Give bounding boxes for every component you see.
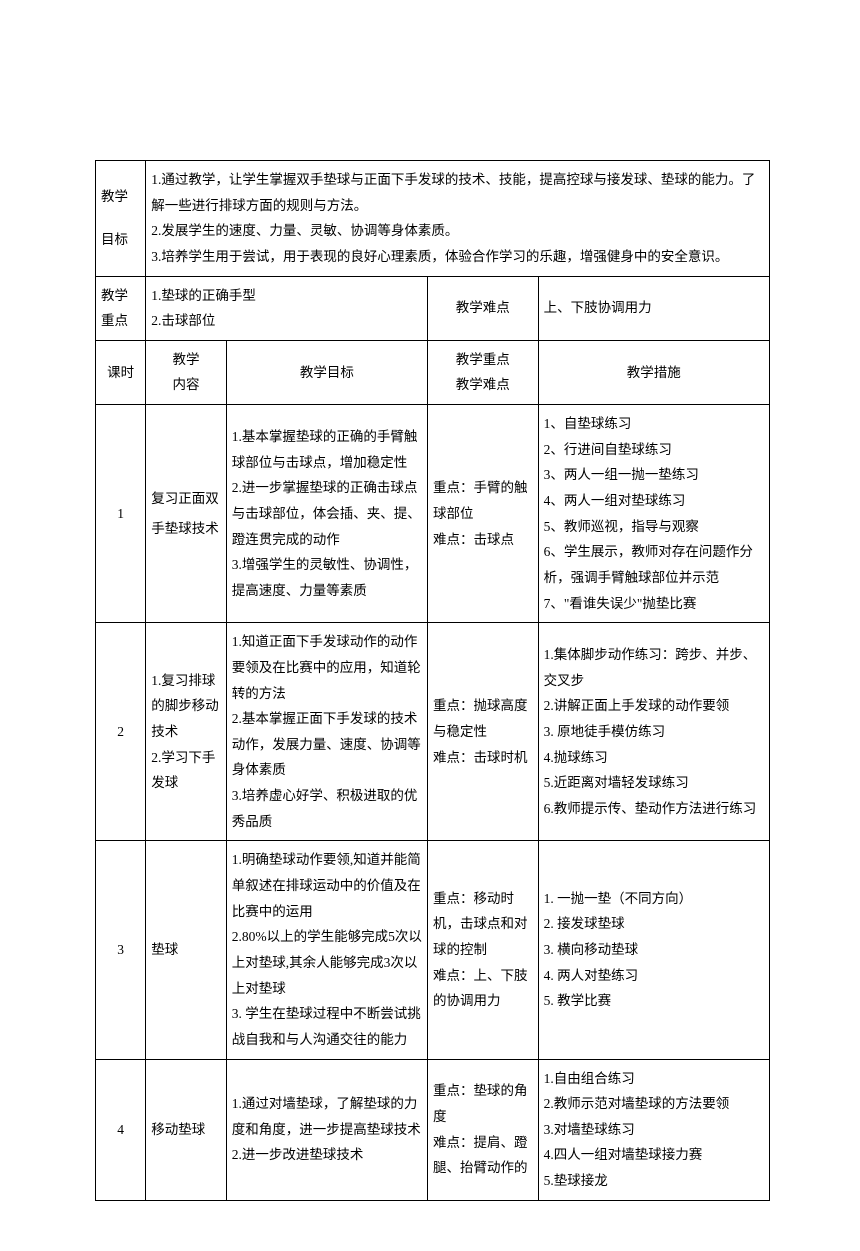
- teaching-goals-label: 教学 目标: [96, 161, 146, 277]
- header-measures: 教学措施: [538, 340, 769, 404]
- lesson-points: 重点：移动时机，击球点和对球的控制 难点：上、下肢的协调用力: [427, 841, 538, 1059]
- lesson-measures: 1.自由组合练习 2.教师示范对墙垫球的方法要领 3.对墙垫球练习 4.四人一组…: [538, 1059, 769, 1200]
- teaching-goals-text: 1.通过教学，让学生掌握双手垫球与正面下手发球的技术、技能，提高控球与接发球、垫…: [146, 161, 770, 277]
- lesson-goals: 1.通过对墙垫球，了解垫球的力度和角度，进一步提高垫球技术 2.进一步改进垫球技…: [226, 1059, 427, 1200]
- teaching-difficulty-text: 上、下肢协调用力: [538, 276, 769, 340]
- lesson-points: 重点：垫球的角度 难点：提肩、蹬腿、抬臂动作的: [427, 1059, 538, 1200]
- lesson-content: 1.复习排球的脚步移动技术 2.学习下手发球: [146, 623, 226, 841]
- lesson-goals: 1.明确垫球动作要领,知道并能简单叙述在排球运动中的价值及在比赛中的运用 2.8…: [226, 841, 427, 1059]
- header-goals: 教学目标: [226, 340, 427, 404]
- header-content: 教学 内容: [146, 340, 226, 404]
- header-lesson: 课时: [96, 340, 146, 404]
- table-row: 4 移动垫球 1.通过对墙垫球，了解垫球的力度和角度，进一步提高垫球技术 2.进…: [96, 1059, 770, 1200]
- lesson-points: 重点：手臂的触球部位 难点：击球点: [427, 405, 538, 623]
- lesson-number: 2: [96, 623, 146, 841]
- header-row: 课时 教学 内容 教学目标 教学重点 教学难点 教学措施: [96, 340, 770, 404]
- lesson-measures: 1. 一抛一垫（不同方向） 2. 接发球垫球 3. 横向移动垫球 4. 两人对垫…: [538, 841, 769, 1059]
- lesson-content: 垫球: [146, 841, 226, 1059]
- lesson-plan-table: 教学 目标 1.通过教学，让学生掌握双手垫球与正面下手发球的技术、技能，提高控球…: [95, 160, 770, 1201]
- header-points: 教学重点 教学难点: [427, 340, 538, 404]
- teaching-difficulty-label: 教学难点: [427, 276, 538, 340]
- lesson-measures: 1、自垫球练习 2、行进间自垫球练习 3、两人一组一抛一垫练习 4、两人一组对垫…: [538, 405, 769, 623]
- table-row: 3 垫球 1.明确垫球动作要领,知道并能简单叙述在排球运动中的价值及在比赛中的运…: [96, 841, 770, 1059]
- lesson-points: 重点：抛球高度与稳定性 难点：击球时机: [427, 623, 538, 841]
- teaching-focus-label: 教学 重点: [96, 276, 146, 340]
- teaching-focus-row: 教学 重点 1.垫球的正确手型 2.击球部位 教学难点 上、下肢协调用力: [96, 276, 770, 340]
- lesson-goals: 1.知道正面下手发球动作的动作要领及在比赛中的应用，知道轮转的方法 2.基本掌握…: [226, 623, 427, 841]
- teaching-focus-text: 1.垫球的正确手型 2.击球部位: [146, 276, 428, 340]
- lesson-measures: 1.集体脚步动作练习：跨步、并步、交叉步 2.讲解正面上手发球的动作要领 3. …: [538, 623, 769, 841]
- table-row: 1 复习正面双手垫球技术 1.基本掌握垫球的正确的手臂触球部位与击球点，增加稳定…: [96, 405, 770, 623]
- lesson-goals: 1.基本掌握垫球的正确的手臂触球部位与击球点，增加稳定性 2.进一步掌握垫球的正…: [226, 405, 427, 623]
- lesson-number: 3: [96, 841, 146, 1059]
- teaching-goals-row: 教学 目标 1.通过教学，让学生掌握双手垫球与正面下手发球的技术、技能，提高控球…: [96, 161, 770, 277]
- lesson-content: 移动垫球: [146, 1059, 226, 1200]
- lesson-number: 4: [96, 1059, 146, 1200]
- table-row: 2 1.复习排球的脚步移动技术 2.学习下手发球 1.知道正面下手发球动作的动作…: [96, 623, 770, 841]
- lesson-number: 1: [96, 405, 146, 623]
- lesson-content: 复习正面双手垫球技术: [146, 405, 226, 623]
